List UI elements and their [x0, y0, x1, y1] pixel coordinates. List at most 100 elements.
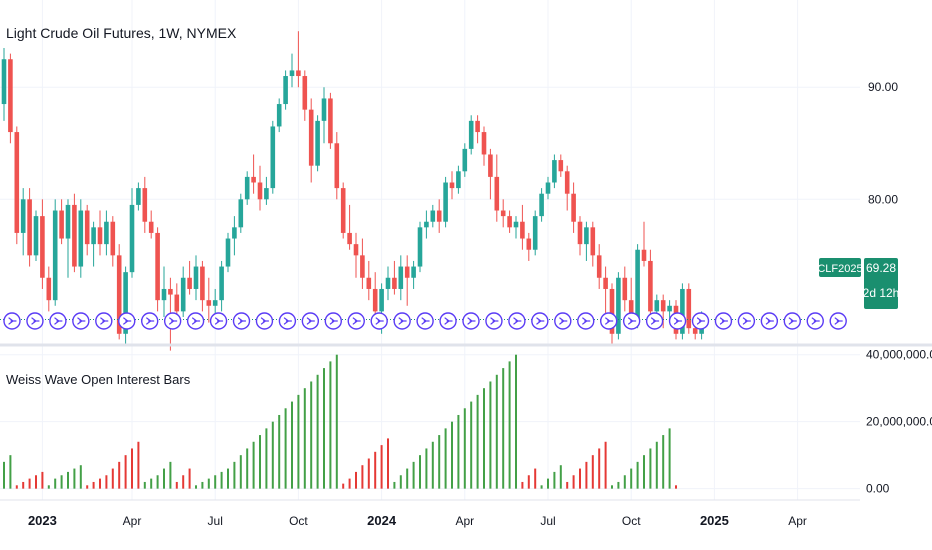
candle — [564, 165, 570, 211]
time-tick-label: 2024 — [367, 513, 397, 528]
calendar-event-icon[interactable] — [508, 312, 526, 330]
calendar-event-icon[interactable] — [714, 312, 733, 330]
oi-bar — [393, 481, 396, 489]
calendar-event-icon[interactable] — [439, 312, 457, 330]
calendar-event-icon[interactable] — [577, 312, 595, 330]
calendar-event-icon[interactable] — [140, 312, 159, 330]
candle — [468, 115, 474, 155]
event-markers[interactable] — [3, 312, 847, 330]
calendar-event-icon[interactable] — [554, 312, 572, 330]
candle-body — [180, 277, 186, 312]
calendar-event-icon[interactable] — [783, 312, 801, 330]
calendar-event-icon[interactable] — [26, 312, 44, 330]
calendar-event-icon[interactable] — [186, 312, 205, 330]
candle-body — [692, 328, 698, 334]
candle — [232, 216, 237, 256]
calendar-event-icon[interactable] — [118, 312, 136, 330]
calendar-event-icon[interactable] — [163, 312, 182, 330]
oi-bar — [265, 428, 268, 489]
oi-bar — [553, 471, 556, 489]
time-axis[interactable]: 2023 Apr Jul Oct 2024 Apr Jul Oct 2025 Apr — [0, 499, 860, 528]
candle — [91, 221, 96, 267]
calendar-event-icon[interactable] — [72, 312, 90, 330]
calendar-event-icon[interactable] — [95, 312, 113, 330]
candle-body — [680, 288, 685, 334]
calendar-event-icon[interactable] — [3, 312, 21, 330]
calendar-event-icon[interactable] — [485, 312, 503, 330]
candle-body — [507, 216, 512, 228]
oi-bar — [662, 435, 665, 489]
oi-bar — [278, 414, 281, 489]
candle-body — [97, 227, 103, 245]
candle — [456, 165, 461, 194]
oi-bar — [15, 485, 18, 489]
oi-bar — [73, 468, 76, 489]
candle — [161, 266, 167, 317]
calendar-event-icon[interactable] — [370, 312, 388, 330]
calendar-event-icon[interactable] — [278, 312, 297, 330]
candle-body — [571, 193, 576, 222]
candle-body — [264, 188, 269, 200]
symbol-badge: CLF2025 — [817, 263, 862, 275]
candle — [180, 266, 186, 317]
oi-bar — [502, 368, 505, 489]
oi-bar — [207, 478, 210, 489]
oi-bar — [182, 475, 185, 489]
calendar-event-icon[interactable] — [301, 312, 320, 330]
oi-bar — [143, 481, 146, 489]
oi-bar — [406, 468, 409, 489]
candle-body — [353, 244, 359, 256]
calendar-event-icon[interactable] — [49, 312, 67, 330]
calendar-event-icon[interactable] — [645, 312, 664, 330]
candle — [417, 221, 423, 273]
calendar-event-icon[interactable] — [737, 312, 756, 330]
candle — [571, 182, 576, 233]
candle — [289, 53, 295, 88]
calendar-event-icon[interactable] — [668, 312, 687, 330]
calendar-event-icon[interactable] — [806, 312, 824, 330]
oi-bar — [591, 455, 594, 489]
candle-body — [539, 193, 544, 217]
oi-bar — [60, 475, 63, 489]
calendar-event-icon[interactable] — [600, 312, 618, 330]
candle — [686, 283, 692, 334]
indicator-axis[interactable]: 40,000,000.00 20,000,000.00 0.00 — [866, 348, 932, 496]
candle-body — [404, 266, 410, 278]
candle-body — [494, 176, 500, 211]
calendar-event-icon[interactable] — [232, 312, 251, 330]
candle-body — [398, 266, 404, 289]
calendar-event-icon[interactable] — [393, 312, 411, 330]
calendar-event-icon[interactable] — [255, 312, 274, 330]
price-axis[interactable]: 90.00 80.00 — [868, 80, 898, 206]
candle-body — [155, 232, 160, 301]
calendar-event-icon[interactable] — [416, 312, 434, 330]
candle — [123, 266, 128, 345]
candle — [321, 87, 327, 144]
candle — [430, 204, 436, 228]
calendar-event-icon[interactable] — [691, 312, 710, 330]
calendar-event-icon[interactable] — [760, 312, 779, 330]
candle-body — [616, 277, 621, 334]
oi-bar — [259, 435, 261, 489]
candle-body — [372, 288, 378, 312]
oi-bar — [329, 361, 332, 489]
oi-bar — [572, 475, 575, 489]
oi-bar — [367, 458, 370, 489]
calendar-event-icon[interactable] — [347, 312, 365, 330]
oi-bar — [35, 475, 37, 489]
calendar-event-icon[interactable] — [622, 312, 641, 330]
calendar-event-icon[interactable] — [209, 312, 228, 330]
calendar-event-icon[interactable] — [531, 312, 549, 330]
time-tick-label: Apr — [123, 514, 142, 528]
candle-body — [148, 221, 154, 233]
candle — [411, 260, 416, 289]
calendar-event-icon[interactable] — [462, 312, 480, 330]
candle-body — [366, 277, 372, 289]
calendar-event-icon[interactable] — [324, 312, 342, 330]
oi-bar — [137, 441, 140, 489]
calendar-event-icon[interactable] — [829, 312, 847, 330]
candle — [334, 132, 340, 200]
candle — [238, 193, 244, 233]
time-tick-label: Jul — [540, 514, 555, 528]
candle-body — [385, 277, 391, 289]
